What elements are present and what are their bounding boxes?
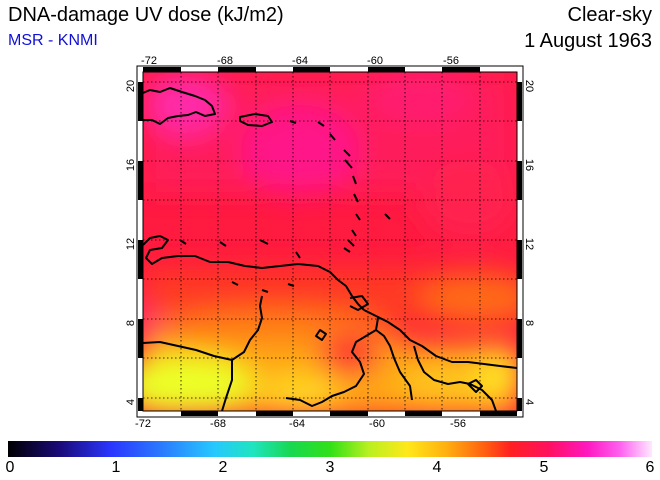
lat-tick-left: 16 [125, 159, 137, 171]
lon-tick-top: -56 [443, 55, 459, 67]
lat-tick-right: 4 [523, 399, 535, 405]
map-title: DNA-damage UV dose (kJ/m2) [8, 4, 284, 26]
colorbar [8, 441, 652, 457]
lon-tick-bottom: -72 [135, 418, 151, 430]
colorbar-label: 0 [5, 459, 15, 476]
lon-tick-bottom: -64 [289, 418, 305, 430]
date-label: 1 August 1963 [524, 30, 652, 52]
uv-dose-map: -72 -68 -64 -60 -56 -72 -68 -64 -60 -56 … [125, 55, 535, 430]
lon-tick-bottom: -60 [369, 418, 385, 430]
credit-label: MSR - KNMI [8, 32, 98, 49]
lat-tick-right: 8 [523, 320, 535, 326]
lat-tick-right: 16 [523, 159, 535, 171]
lon-tick-top: -60 [367, 55, 383, 67]
colorbar-label: 2 [218, 459, 228, 476]
colorbar-label: 5 [539, 459, 549, 476]
colorbar-label: 6 [645, 459, 655, 476]
lat-tick-left: 20 [125, 80, 137, 92]
lat-tick-left: 8 [125, 320, 137, 326]
colorbar-label: 1 [111, 459, 121, 476]
lon-tick-top: -72 [141, 55, 157, 67]
lat-tick-left: 12 [125, 238, 137, 250]
lat-tick-right: 12 [523, 238, 535, 250]
colorbar-label: 4 [432, 459, 442, 476]
lon-tick-top: -64 [292, 55, 308, 67]
colorbar-label: 3 [325, 459, 335, 476]
lon-tick-top: -68 [217, 55, 233, 67]
lon-tick-bottom: -68 [210, 418, 226, 430]
lat-tick-left: 4 [125, 399, 137, 405]
sky-mode-label: Clear-sky [567, 4, 652, 26]
gridlines [143, 72, 517, 411]
lat-tick-right: 20 [523, 80, 535, 92]
coastlines [143, 87, 517, 411]
map-frame [136, 65, 524, 418]
lon-tick-bottom: -56 [450, 418, 466, 430]
